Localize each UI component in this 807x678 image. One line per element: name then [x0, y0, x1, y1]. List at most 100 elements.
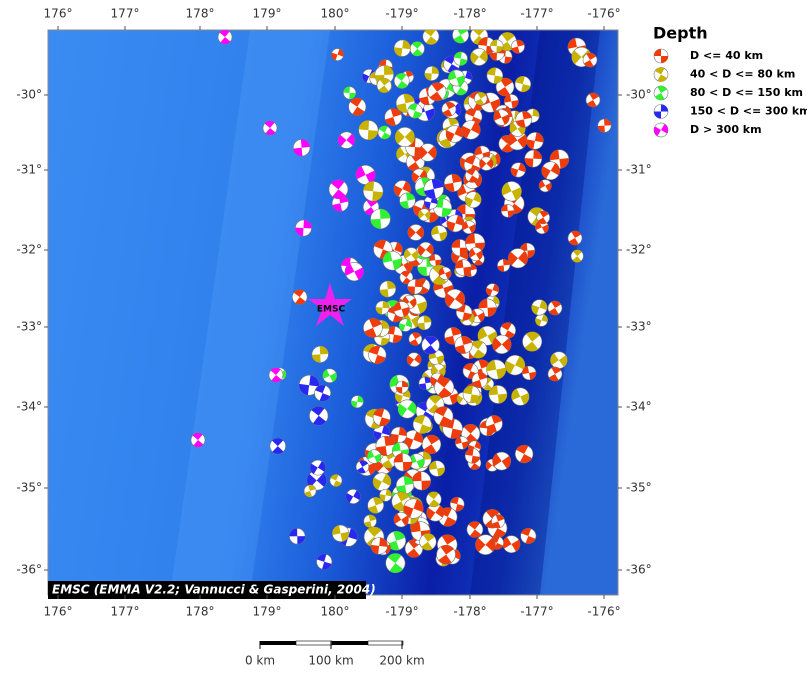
beachball: [514, 75, 532, 93]
ball-quad: [364, 318, 382, 338]
ball-quad: [486, 284, 499, 296]
beachball: [492, 334, 512, 355]
credit: EMSC (EMMA V2.2; Vannucci & Gasperini, 2…: [52, 583, 376, 597]
ball-quad: [332, 525, 349, 542]
ball-quad: [453, 30, 468, 44]
beachball: [408, 453, 425, 470]
beachball: [417, 208, 431, 222]
ball-quad: [455, 259, 472, 276]
beachball: [423, 178, 444, 200]
legend-label: 150 < D <= 300 km: [690, 105, 807, 118]
marker: EMSC: [308, 283, 352, 326]
beachball: [501, 181, 522, 202]
beachball: [510, 162, 526, 178]
beachball: [479, 156, 494, 171]
beachball: [434, 377, 455, 398]
beachball: [511, 387, 530, 406]
lon-label: -176°: [587, 7, 620, 21]
beachball: [462, 220, 476, 235]
lat-label: -33°: [16, 320, 42, 334]
ball-quad: [413, 415, 431, 434]
lat-label: -30°: [16, 88, 42, 102]
ball-quad: [537, 211, 549, 224]
lon-label: 178°: [186, 7, 215, 21]
ball-quad: [418, 210, 431, 220]
beachball: [451, 239, 469, 257]
beachball: [309, 406, 329, 426]
ball-quad: [385, 108, 402, 126]
ball-quad: [654, 123, 668, 137]
ball-quad: [331, 48, 344, 61]
beachball: [477, 325, 498, 346]
ball-quad: [390, 427, 407, 443]
legend-label: D <= 40 km: [690, 49, 763, 62]
ball-quad: [396, 381, 409, 394]
beachball: [269, 437, 286, 455]
ball-quad: [332, 195, 349, 212]
beachball: [411, 471, 432, 491]
beachball: [541, 161, 561, 181]
ball-quad: [378, 78, 390, 93]
ball-quad: [654, 67, 668, 82]
ball-quad: [431, 225, 448, 241]
ball-quad: [408, 103, 422, 119]
beachball: [453, 51, 468, 66]
beachball: [368, 345, 387, 364]
lat-label: -31°: [16, 163, 42, 177]
beachball: [536, 210, 550, 225]
beachball: [524, 149, 543, 168]
beachball: [403, 429, 424, 450]
lat-label: -34°: [626, 400, 652, 414]
ball-quad: [375, 436, 396, 456]
ball-quad: [497, 259, 510, 272]
ball-quad: [505, 356, 525, 375]
beachball: [393, 39, 411, 57]
beachball: [464, 448, 481, 464]
beachball: [515, 111, 533, 128]
beachball: [418, 376, 433, 391]
ball-quad: [475, 92, 487, 105]
beachball: [367, 497, 384, 514]
ball-quad: [468, 521, 482, 538]
ball-quad: [475, 537, 496, 552]
beachball: [303, 484, 317, 498]
ball-quad: [404, 248, 419, 261]
ball-quad: [322, 369, 337, 383]
ball-quad: [515, 111, 532, 128]
ball-quad: [316, 554, 332, 570]
beachball: [445, 125, 464, 143]
ball-quad: [426, 505, 444, 520]
beachball: [471, 372, 488, 389]
lat-label: -35°: [16, 481, 42, 495]
beachball: [474, 92, 488, 106]
ball-quad: [264, 121, 276, 135]
beachball: [355, 164, 376, 185]
ball-quad: [501, 322, 515, 339]
ball-quad: [438, 267, 452, 279]
ball-quad: [270, 368, 282, 382]
beachball: [370, 537, 388, 555]
beachball: [403, 247, 419, 262]
ball-quad: [453, 51, 468, 66]
ball-quad: [289, 528, 306, 545]
beachball: [436, 544, 456, 565]
ball-quad: [438, 545, 454, 565]
ball-quad: [293, 139, 310, 156]
lat-label: -30°: [626, 88, 652, 102]
lon-label: 178°: [186, 605, 215, 619]
lon-label: 176°: [44, 605, 73, 619]
lon-label: 177°: [111, 605, 140, 619]
beachball: [538, 179, 552, 193]
beachball: [486, 67, 504, 84]
ball-quad: [401, 270, 412, 284]
beachball: [322, 368, 338, 384]
beachball: [456, 304, 473, 321]
beachball: [292, 289, 308, 305]
beachball: [462, 385, 481, 404]
beachball: [425, 491, 442, 508]
ball-quad: [436, 377, 452, 398]
ball-quad: [654, 86, 668, 100]
ball-quad: [491, 514, 505, 528]
ball-quad: [521, 528, 536, 544]
beachball: [422, 30, 440, 45]
